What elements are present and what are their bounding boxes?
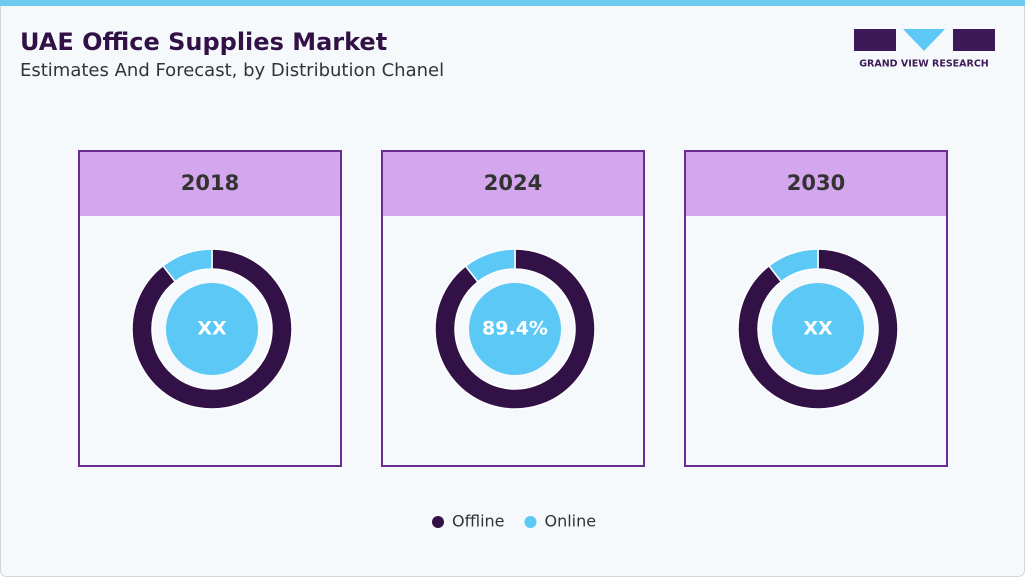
donut-segment <box>161 248 213 283</box>
legend-label: Offline <box>452 512 505 531</box>
center-disc <box>166 283 258 375</box>
donut-segment <box>767 248 819 283</box>
legend-label: Online <box>545 512 597 531</box>
panel-header <box>80 152 340 216</box>
panel-title: 2030 <box>787 171 845 195</box>
logo: GRAND VIEW RESEARCH <box>854 29 995 70</box>
donut-panel: 2024 89.4% <box>381 150 645 467</box>
legend: Offline Online <box>432 512 596 531</box>
donut-panel: 2030 XX <box>684 150 948 467</box>
center-label: XX <box>197 318 227 340</box>
panel-header <box>383 152 643 216</box>
donut-segment <box>131 248 293 410</box>
logo-text: GRAND VIEW RESEARCH <box>859 59 989 70</box>
donut-segment <box>737 248 899 410</box>
top-bar <box>0 0 1025 6</box>
center-label: 89.4% <box>482 318 548 340</box>
logo-block <box>854 29 896 51</box>
donut-panel: 2018 XX <box>78 150 342 467</box>
donut-segment <box>464 248 516 283</box>
panel-title: 2024 <box>484 171 542 195</box>
center-disc <box>469 283 561 375</box>
logo-block <box>953 29 995 51</box>
panel-header <box>686 152 946 216</box>
subtitle: Estimates And Forecast, by Distribution … <box>20 60 444 81</box>
title: UAE Office Supplies Market <box>20 28 387 56</box>
center-disc <box>772 283 864 375</box>
panel-title: 2018 <box>181 171 239 195</box>
center-label: XX <box>803 318 833 340</box>
legend-swatch <box>432 516 444 528</box>
donut-segment <box>434 248 596 410</box>
legend-swatch <box>524 516 537 528</box>
logo-block <box>903 29 945 51</box>
